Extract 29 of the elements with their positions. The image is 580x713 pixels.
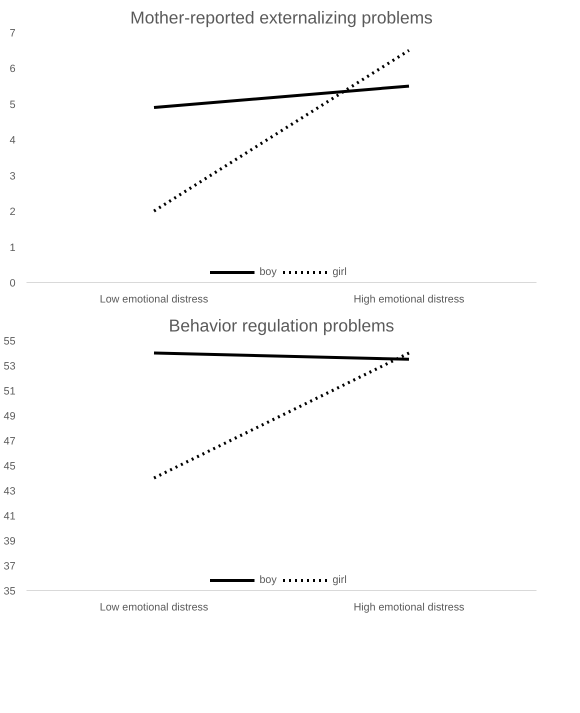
y-tick-label: 35 xyxy=(4,586,16,598)
chart-title: Mother-reported externalizing problems xyxy=(130,8,434,28)
chart-title: Behavior regulation problems xyxy=(168,316,395,336)
y-tick-label: 4 xyxy=(10,134,16,147)
y-tick-label: 37 xyxy=(4,560,16,572)
y-tick-label: 7 xyxy=(10,28,16,40)
y-tick-label: 0 xyxy=(10,278,16,290)
y-tick-label: 41 xyxy=(4,510,16,522)
legend-label: girl xyxy=(332,266,348,278)
x-tick-label: High emotional distress xyxy=(354,602,464,614)
y-tick-label: 45 xyxy=(4,460,16,472)
y-tick-label: 51 xyxy=(4,386,16,398)
x-tick-label: Low emotional distress xyxy=(100,294,208,306)
y-tick-label: 55 xyxy=(4,336,16,348)
legend-label: boy xyxy=(260,574,278,586)
y-tick-label: 6 xyxy=(10,63,16,76)
y-tick-label: 43 xyxy=(4,486,16,498)
y-tick-label: 39 xyxy=(4,536,16,548)
y-tick-label: 47 xyxy=(4,436,16,448)
y-tick-label: 1 xyxy=(10,242,16,254)
y-tick-label: 5 xyxy=(10,98,16,111)
y-tick-label: 49 xyxy=(4,410,16,422)
y-tick-label: 2 xyxy=(10,206,16,218)
y-tick-label: 3 xyxy=(10,170,16,182)
legend-label: girl xyxy=(332,574,348,586)
x-tick-label: High emotional distress xyxy=(354,294,464,306)
x-tick-label: Low emotional distress xyxy=(100,602,208,614)
y-tick-label: 53 xyxy=(4,360,16,372)
legend-label: boy xyxy=(260,266,278,278)
